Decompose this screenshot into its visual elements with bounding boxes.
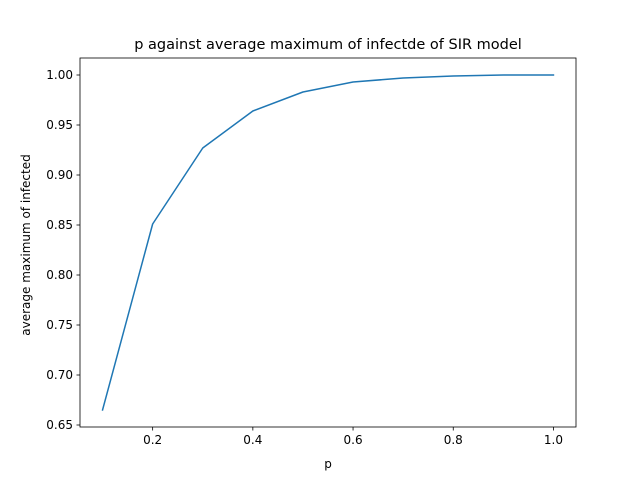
plot-area: 0.2 0.4 0.6 0.8 1.0 0.65 0.70 0.75 0.80 0.85 0.90 0… xyxy=(46,57,577,447)
y-tick-label: 0.75 xyxy=(46,318,73,332)
x-tick-label: 0.4 xyxy=(243,433,262,447)
series-line-0 xyxy=(101,74,555,411)
axes-frame xyxy=(79,57,577,428)
x-tick-label: 1.0 xyxy=(544,433,563,447)
y-tick-label: 0.70 xyxy=(46,368,73,382)
chart-title: p against average maximum of infectde of… xyxy=(134,37,522,53)
y-tick-label: 1.00 xyxy=(46,68,73,82)
y-tick-label: 0.90 xyxy=(46,168,73,182)
x-tick-label: 0.6 xyxy=(344,433,363,447)
y-axis-label: average maximum of infected xyxy=(19,154,33,335)
y-tick-label: 0.80 xyxy=(46,268,73,282)
y-tick-label: 0.95 xyxy=(46,118,73,132)
x-tick-label: 0.8 xyxy=(444,433,463,447)
x-tick-label: 0.2 xyxy=(143,433,162,447)
x-axis-label: p xyxy=(324,457,332,471)
y-tick-label: 0.85 xyxy=(46,218,73,232)
y-tick-label: 0.65 xyxy=(46,418,73,432)
